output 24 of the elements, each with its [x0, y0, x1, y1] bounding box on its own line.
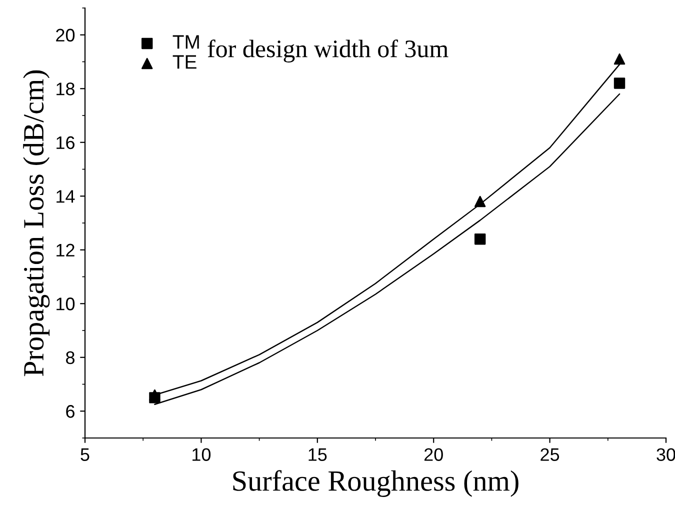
point: [149, 389, 160, 401]
y-tick-label: 12: [56, 244, 74, 256]
y-tick-label: 8: [66, 351, 74, 364]
annotation: for design width of 3um: [208, 40, 448, 62]
x-tick-label: 5: [80, 448, 90, 461]
point: [474, 234, 486, 245]
y-tick-label: 6: [66, 405, 74, 418]
point: [614, 78, 626, 89]
y-tick-label: 16: [56, 136, 74, 150]
x-tick-label: 25: [540, 448, 560, 461]
x-tick-label: 20: [424, 448, 443, 461]
legend-label: TM: [172, 35, 199, 49]
y-tick-label: 10: [56, 298, 75, 310]
point: [614, 53, 626, 65]
y-tick-label: 18: [56, 82, 74, 96]
y-tick-label: 14: [56, 190, 75, 203]
x-axis-title: Surface Roughness (nm): [233, 470, 518, 497]
x-tick-label: 15: [308, 448, 327, 461]
x-tick-label: 30: [656, 448, 675, 461]
point: [474, 196, 486, 208]
y-axis-title: Propagation Loss (dB/cm): [23, 70, 50, 376]
x-tick-label: 10: [192, 448, 211, 461]
y-tick-label: 20: [56, 28, 75, 42]
legend-label: TE: [172, 55, 196, 69]
